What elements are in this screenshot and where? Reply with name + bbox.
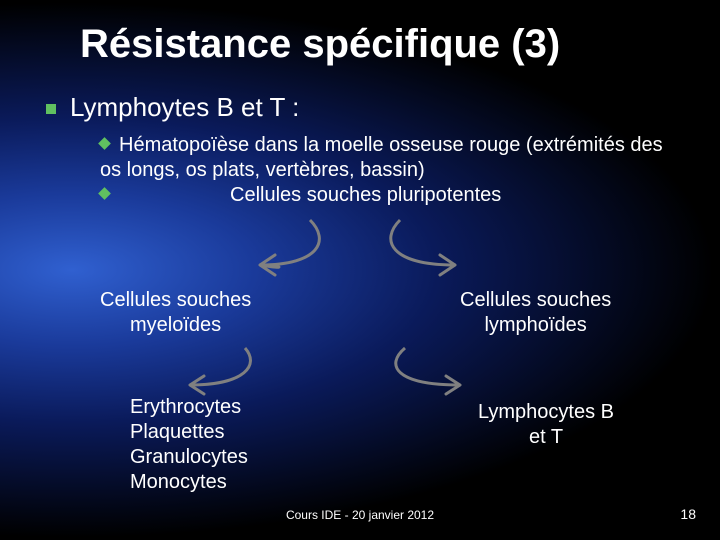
arrow-curved-icon — [380, 210, 500, 290]
lymphocytes-bt-box: Lymphocytes B et T — [478, 400, 614, 450]
bullet-level2-hematopoiese: Hématopoïèse dans la moelle osseuse roug… — [100, 133, 680, 183]
bullet-level1: Lymphoytes B et T : — [46, 92, 299, 123]
level1-text: Lymphoytes B et T : — [70, 92, 299, 122]
level2a-text: Hématopoïèse dans la moelle osseuse roug… — [100, 134, 663, 181]
eryth-line3: Granulocytes — [130, 445, 248, 470]
arrow-curved-icon — [160, 340, 270, 400]
eryth-line1: Erythrocytes — [130, 395, 248, 420]
lymphoid-line2: lymphoïdes — [460, 313, 611, 338]
footer-text: Cours IDE - 20 janvier 2012 — [0, 508, 720, 522]
pluripotent-label: Cellules souches pluripotentes — [230, 184, 501, 207]
eryth-line2: Plaquettes — [130, 420, 248, 445]
diamond-bullet-icon — [98, 137, 111, 150]
myeloid-box: Cellules souches myeloïdes — [100, 288, 251, 338]
page-number: 18 — [680, 506, 696, 522]
lbt-line1: Lymphocytes B — [478, 400, 614, 425]
square-bullet-icon — [46, 104, 56, 114]
bullet-level2-empty — [100, 184, 119, 207]
myeloid-line1: Cellules souches — [100, 288, 251, 313]
diamond-bullet-icon — [98, 187, 111, 200]
lymphoid-line1: Cellules souches — [460, 288, 611, 313]
myeloid-line2: myeloïdes — [100, 313, 251, 338]
arrow-curved-icon — [220, 210, 340, 290]
erythrocytes-box: Erythrocytes Plaquettes Granulocytes Mon… — [130, 395, 248, 495]
arrow-curved-icon — [380, 340, 500, 400]
lymphoid-box: Cellules souches lymphoïdes — [460, 288, 611, 338]
eryth-line4: Monocytes — [130, 470, 248, 495]
lbt-line2: et T — [478, 425, 614, 450]
slide-title: Résistance spécifique (3) — [80, 22, 560, 67]
